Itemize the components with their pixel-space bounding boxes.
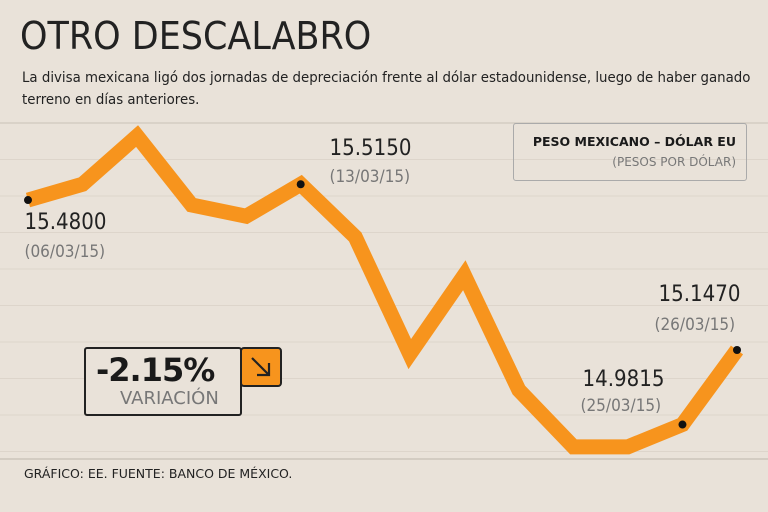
chart-title: OTRO DESCALABRO <box>20 14 372 58</box>
chart-subtitle: La divisa mexicana ligó dos jornadas de … <box>22 70 751 108</box>
arrow-down-right-icon <box>240 347 282 387</box>
annotation-value-0: 15.4800 <box>24 210 107 235</box>
data-point-5 <box>296 180 305 189</box>
legend: PESO MEXICANO – DÓLAR EU (PESOS POR DÓLA… <box>513 123 747 181</box>
annotation-value-12: 14.9815 <box>582 367 665 392</box>
annotation-value-5: 15.5150 <box>329 136 412 161</box>
footer-source: GRÁFICO: EE. FUENTE: BANCO DE MÉXICO. <box>24 466 293 481</box>
annotation-date-5: (13/03/15) <box>329 167 411 187</box>
annotation-date-12: (25/03/15) <box>580 396 662 416</box>
variation-label: VARIACIÓN <box>120 388 219 409</box>
legend-unit: (PESOS POR DÓLAR) <box>612 155 736 169</box>
variation-box: -2.15% VARIACIÓN <box>84 347 242 416</box>
data-point-13 <box>733 346 741 355</box>
data-point-12 <box>678 420 687 429</box>
annotation-date-13: (26/03/15) <box>654 315 736 335</box>
data-point-0 <box>24 196 32 205</box>
annotation-value-13: 15.1470 <box>658 282 741 307</box>
series-line <box>25 125 744 455</box>
variation-value: -2.15% <box>96 351 215 389</box>
annotation-date-0: (06/03/15) <box>24 242 106 262</box>
legend-title: PESO MEXICANO – DÓLAR EU <box>532 134 736 149</box>
